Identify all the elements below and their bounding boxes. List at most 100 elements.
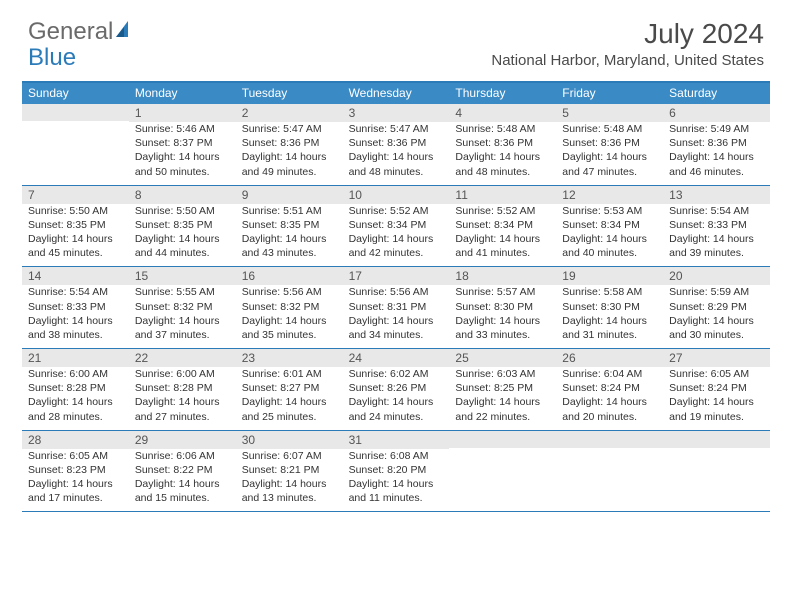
daylight-text: Daylight: 14 hours: [663, 395, 770, 409]
sunrise-text: Sunrise: 6:01 AM: [236, 367, 343, 381]
daylight-text: and 20 minutes.: [556, 410, 663, 424]
calendar-cell: 25Sunrise: 6:03 AMSunset: 8:25 PMDayligh…: [449, 349, 556, 430]
daylight-text: and 48 minutes.: [343, 165, 450, 179]
daylight-text: and 35 minutes.: [236, 328, 343, 342]
sunrise-text: Sunrise: 6:05 AM: [663, 367, 770, 381]
day-number: [449, 431, 556, 448]
dow-wednesday: Wednesday: [343, 83, 450, 104]
daylight-text: and 47 minutes.: [556, 165, 663, 179]
calendar-cell: 30Sunrise: 6:07 AMSunset: 8:21 PMDayligh…: [236, 431, 343, 512]
logo-text-1: General: [28, 18, 113, 46]
calendar-week: 7Sunrise: 5:50 AMSunset: 8:35 PMDaylight…: [22, 186, 770, 268]
day-number: [663, 431, 770, 448]
daylight-text: and 19 minutes.: [663, 410, 770, 424]
calendar-cell: 7Sunrise: 5:50 AMSunset: 8:35 PMDaylight…: [22, 186, 129, 267]
day-number: 9: [236, 186, 343, 204]
calendar-cell: 23Sunrise: 6:01 AMSunset: 8:27 PMDayligh…: [236, 349, 343, 430]
sunrise-text: Sunrise: 5:50 AM: [129, 204, 236, 218]
calendar-cell: 16Sunrise: 5:56 AMSunset: 8:32 PMDayligh…: [236, 267, 343, 348]
day-number: 18: [449, 267, 556, 285]
daylight-text: Daylight: 14 hours: [236, 395, 343, 409]
daylight-text: Daylight: 14 hours: [556, 232, 663, 246]
calendar-cell: 5Sunrise: 5:48 AMSunset: 8:36 PMDaylight…: [556, 104, 663, 185]
calendar-week: 1Sunrise: 5:46 AMSunset: 8:37 PMDaylight…: [22, 104, 770, 186]
calendar-cell: 1Sunrise: 5:46 AMSunset: 8:37 PMDaylight…: [129, 104, 236, 185]
logo: General: [28, 18, 134, 46]
daylight-text: Daylight: 14 hours: [449, 314, 556, 328]
daylight-text: and 45 minutes.: [22, 246, 129, 260]
daylight-text: Daylight: 14 hours: [129, 477, 236, 491]
day-number: 17: [343, 267, 450, 285]
day-number: 20: [663, 267, 770, 285]
logo-sail-icon: [114, 19, 134, 39]
calendar-cell: 19Sunrise: 5:58 AMSunset: 8:30 PMDayligh…: [556, 267, 663, 348]
sunrise-text: Sunrise: 6:00 AM: [22, 367, 129, 381]
sunset-text: Sunset: 8:33 PM: [663, 218, 770, 232]
day-number: 4: [449, 104, 556, 122]
dow-thursday: Thursday: [449, 83, 556, 104]
sunset-text: Sunset: 8:32 PM: [129, 300, 236, 314]
sunrise-text: Sunrise: 5:51 AM: [236, 204, 343, 218]
logo-text-2: Blue: [28, 44, 76, 72]
daylight-text: and 27 minutes.: [129, 410, 236, 424]
sunrise-text: Sunrise: 5:53 AM: [556, 204, 663, 218]
day-number: 23: [236, 349, 343, 367]
daylight-text: Daylight: 14 hours: [449, 395, 556, 409]
daylight-text: Daylight: 14 hours: [343, 395, 450, 409]
sunrise-text: Sunrise: 6:02 AM: [343, 367, 450, 381]
calendar-cell: 10Sunrise: 5:52 AMSunset: 8:34 PMDayligh…: [343, 186, 450, 267]
calendar-cell: [663, 431, 770, 512]
calendar-cell: 29Sunrise: 6:06 AMSunset: 8:22 PMDayligh…: [129, 431, 236, 512]
daylight-text: and 44 minutes.: [129, 246, 236, 260]
sunset-text: Sunset: 8:36 PM: [663, 136, 770, 150]
daylight-text: Daylight: 14 hours: [449, 150, 556, 164]
daylight-text: and 46 minutes.: [663, 165, 770, 179]
daylight-text: Daylight: 14 hours: [22, 232, 129, 246]
daylight-text: Daylight: 14 hours: [236, 232, 343, 246]
daylight-text: Daylight: 14 hours: [22, 395, 129, 409]
daylight-text: Daylight: 14 hours: [343, 477, 450, 491]
daylight-text: and 25 minutes.: [236, 410, 343, 424]
daylight-text: Daylight: 14 hours: [129, 150, 236, 164]
day-number: [556, 431, 663, 448]
sunrise-text: Sunrise: 5:49 AM: [663, 122, 770, 136]
day-number: 12: [556, 186, 663, 204]
daylight-text: and 11 minutes.: [343, 491, 450, 505]
calendar-cell: 21Sunrise: 6:00 AMSunset: 8:28 PMDayligh…: [22, 349, 129, 430]
calendar-week: 28Sunrise: 6:05 AMSunset: 8:23 PMDayligh…: [22, 431, 770, 513]
daylight-text: Daylight: 14 hours: [663, 314, 770, 328]
sunrise-text: Sunrise: 6:07 AM: [236, 449, 343, 463]
daylight-text: and 43 minutes.: [236, 246, 343, 260]
daylight-text: and 41 minutes.: [449, 246, 556, 260]
sunrise-text: Sunrise: 5:50 AM: [22, 204, 129, 218]
daylight-text: and 13 minutes.: [236, 491, 343, 505]
day-number: 29: [129, 431, 236, 449]
sunset-text: Sunset: 8:30 PM: [449, 300, 556, 314]
day-number: 15: [129, 267, 236, 285]
dow-monday: Monday: [129, 83, 236, 104]
sunset-text: Sunset: 8:35 PM: [22, 218, 129, 232]
sunrise-text: Sunrise: 5:59 AM: [663, 285, 770, 299]
calendar-cell: 28Sunrise: 6:05 AMSunset: 8:23 PMDayligh…: [22, 431, 129, 512]
day-of-week-header: Sunday Monday Tuesday Wednesday Thursday…: [22, 83, 770, 104]
daylight-text: and 34 minutes.: [343, 328, 450, 342]
daylight-text: and 37 minutes.: [129, 328, 236, 342]
calendar-cell: 14Sunrise: 5:54 AMSunset: 8:33 PMDayligh…: [22, 267, 129, 348]
sunrise-text: Sunrise: 5:54 AM: [22, 285, 129, 299]
daylight-text: Daylight: 14 hours: [129, 314, 236, 328]
daylight-text: and 42 minutes.: [343, 246, 450, 260]
dow-sunday: Sunday: [22, 83, 129, 104]
day-number: 6: [663, 104, 770, 122]
dow-saturday: Saturday: [663, 83, 770, 104]
sunset-text: Sunset: 8:28 PM: [129, 381, 236, 395]
daylight-text: and 40 minutes.: [556, 246, 663, 260]
sunset-text: Sunset: 8:29 PM: [663, 300, 770, 314]
sunset-text: Sunset: 8:32 PM: [236, 300, 343, 314]
calendar-cell: 4Sunrise: 5:48 AMSunset: 8:36 PMDaylight…: [449, 104, 556, 185]
calendar-week: 21Sunrise: 6:00 AMSunset: 8:28 PMDayligh…: [22, 349, 770, 431]
daylight-text: Daylight: 14 hours: [236, 477, 343, 491]
daylight-text: and 39 minutes.: [663, 246, 770, 260]
sunset-text: Sunset: 8:33 PM: [22, 300, 129, 314]
daylight-text: Daylight: 14 hours: [22, 314, 129, 328]
daylight-text: Daylight: 14 hours: [22, 477, 129, 491]
